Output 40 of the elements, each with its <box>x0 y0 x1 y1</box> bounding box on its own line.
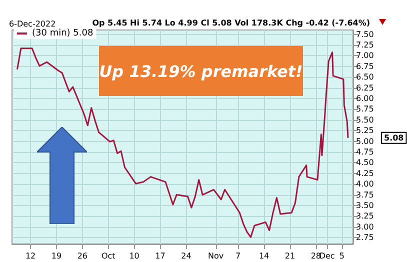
y-tick-label: 3.25 <box>356 212 374 221</box>
x-tick-label: Oct <box>101 252 116 260</box>
x-tick-label: 7 <box>236 252 241 260</box>
y-tick-label: 3.50 <box>356 200 374 210</box>
x-tick-label: 24 <box>181 252 192 260</box>
x-tick-label: Dec <box>319 252 335 260</box>
x-tick-label: 28 <box>310 252 322 260</box>
y-tick-label: 7.25 <box>356 40 374 50</box>
chart-subtitle: Op 5.45 Hi 5.74 Lo 4.99 Cl 5.08 Vol 178.3K Chg -0.42 (-7.64%) <box>92 18 370 28</box>
x-tick-label: Nov <box>208 252 224 260</box>
y-tick-label: 6.50 <box>356 72 374 82</box>
y-tick-label: 6.25 <box>356 83 374 92</box>
line-series <box>16 48 349 238</box>
y-tick-label: 6.75 <box>356 62 374 71</box>
x-tick-label: 5 <box>339 252 344 260</box>
x-tick-label: 21 <box>284 252 296 260</box>
y-tick-label: 7.00 <box>356 51 374 60</box>
x-tick-label: 10 <box>129 252 140 260</box>
y-tick-label: 5.25 <box>356 126 374 136</box>
y-tick-label: 7.50 <box>356 30 374 39</box>
y-tick-label: 6.00 <box>356 94 374 103</box>
x-tick-label: 14 <box>258 252 270 260</box>
y-tick-label: 5.75 <box>356 104 374 114</box>
y-tick-label: 3.75 <box>356 190 374 200</box>
x-tick-label: 12 <box>25 252 36 260</box>
x-tick-label: 26 <box>77 252 88 260</box>
y-tick-label: 5.00 <box>356 136 374 146</box>
x-tick-label: 19 <box>51 252 62 260</box>
y-tick-label: 3.00 <box>356 222 374 232</box>
x-tick-label: 17 <box>155 252 166 260</box>
chart-title: 6-Dec-2022 <box>9 20 56 28</box>
y-tick-label: 5.50 <box>356 115 374 124</box>
legend-label: (30 min) 5.08 <box>32 28 94 38</box>
y-tick-label: 4.00 <box>356 180 374 189</box>
annotation: Up 13.19% premarket! <box>99 46 303 96</box>
text: 5.08 <box>384 133 404 142</box>
y-tick-label: 2.75 <box>356 233 374 242</box>
y-tick-label: 4.50 <box>356 158 374 168</box>
y-tick-label: 4.75 <box>356 147 374 156</box>
y-tick-label: 4.25 <box>356 168 374 178</box>
